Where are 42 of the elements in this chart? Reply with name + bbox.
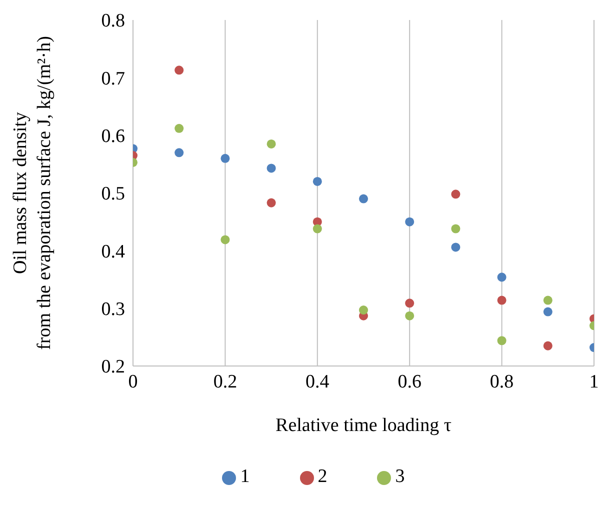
x-tick-label: 0.4 [306,371,330,392]
point [220,154,230,163]
y-tick-label: 0.3 [101,299,125,320]
point [497,336,506,346]
x-tick-label: 1 [589,371,599,392]
point [451,224,460,234]
x-tick-label: 0.6 [398,371,422,392]
point [174,148,184,158]
point [405,311,414,320]
point [451,242,460,252]
y-tick-label: 0.5 [101,184,125,205]
y-tick-label: 0.6 [101,126,125,148]
y-tick-label: 0.7 [101,68,125,90]
point [405,298,414,308]
point [220,235,230,244]
y-tick-label: 0.2 [101,356,125,378]
point [266,164,276,173]
point [405,217,414,226]
legend-label: 3 [395,466,405,487]
x-axis-title: Relative time loading τ [276,415,452,436]
point [312,224,322,234]
point [266,139,276,148]
point [312,176,322,186]
y-axis-title: Oil mass flux density from the evaporation surface J, kg/(m²·h) [10,36,55,350]
point [358,306,368,315]
point [266,198,276,208]
point [543,296,552,305]
point [174,124,184,133]
x-tick-label: 0.2 [213,371,238,392]
point [543,307,552,316]
point [543,341,552,350]
point [497,272,506,282]
legend-label: 2 [318,466,328,487]
y-tick-label: 0.4 [101,241,126,262]
point [174,66,184,75]
legend-label: 1 [240,466,250,487]
point [451,190,460,199]
point [358,194,368,204]
x-tick-label: 0.8 [490,371,514,392]
x-tick-label: 0 [128,371,138,392]
y-tick-label: 0.8 [101,10,125,32]
point [497,296,506,305]
